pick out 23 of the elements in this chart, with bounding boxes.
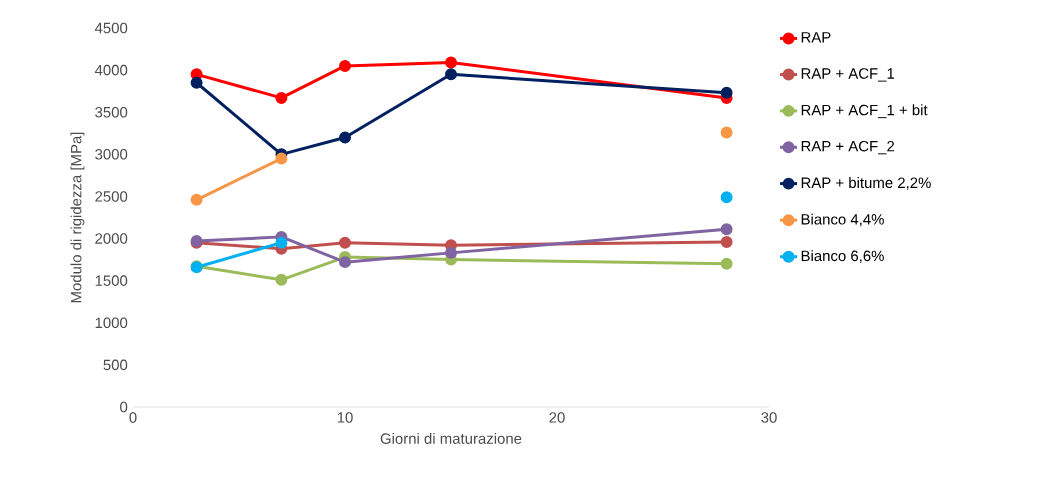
x-tick-label: 30	[761, 412, 777, 423]
legend-label: RAP + bitume 2,2%	[801, 177, 931, 190]
legend-label: RAP + ACF_1	[801, 68, 895, 82]
x-tick-label: 20	[549, 412, 565, 423]
y-tick-label: 1000	[95, 317, 128, 329]
legend-label: Bianco 4,4%	[801, 213, 884, 227]
x-axis-title: Giorni di maturazione	[380, 432, 522, 444]
y-tick-label: 4500	[94, 22, 128, 34]
y-axis-title: Modulo di rigidezza [MPa]	[70, 132, 85, 303]
x-tick-label: 0	[129, 412, 137, 423]
y-tick-label: 0	[120, 401, 128, 413]
legend-label: RAP + ACF_2	[801, 140, 895, 155]
legend-label: Bianco 6,6%	[801, 250, 884, 263]
x-tick-label: 10	[337, 412, 353, 423]
y-tick-label: 3000	[95, 149, 128, 160]
legend-label: RAP	[801, 32, 831, 43]
y-tick-label: 4000	[94, 64, 128, 76]
y-tick-label: 2500	[95, 191, 128, 202]
legend-label: RAP + ACF_1 + bit	[801, 104, 928, 119]
y-tick-label: 3500	[95, 106, 128, 118]
y-tick-label: 500	[103, 359, 128, 371]
y-tick-label: 1500	[95, 275, 128, 286]
y-tick-label: 2000	[95, 233, 128, 244]
